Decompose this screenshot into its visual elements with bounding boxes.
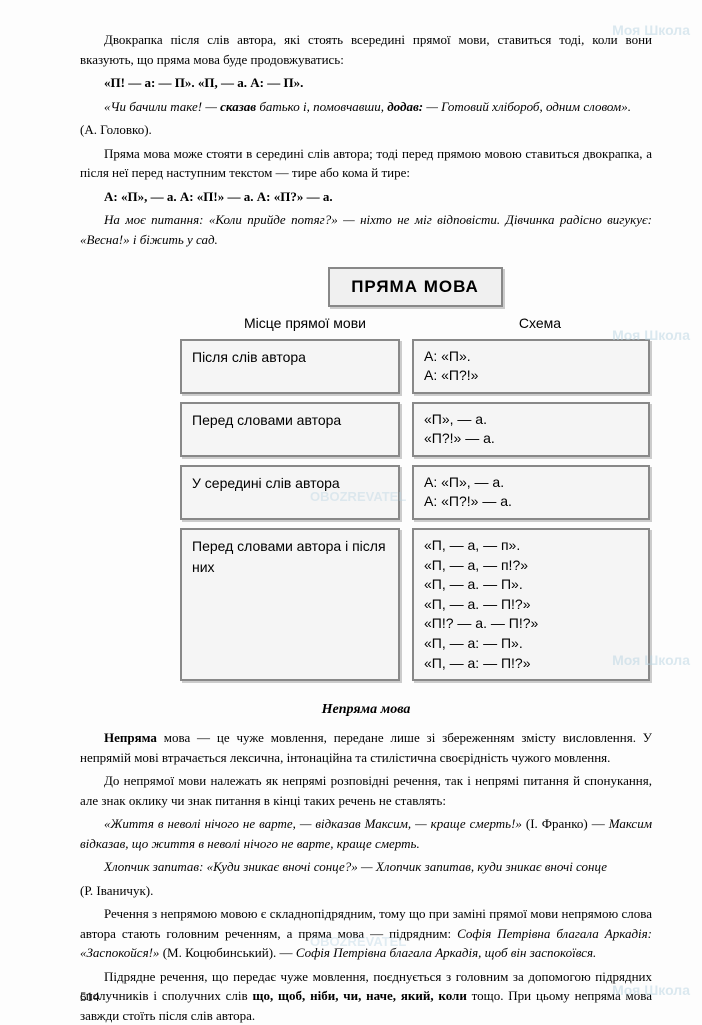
diagram-cell-scheme: «П, — а, — п». «П, — а, — п!?» «П, — а. …	[412, 528, 650, 681]
formula-line: А: «П», — а. А: «П!» — а. А: «П?» — а.	[80, 187, 652, 207]
diagram-title: ПРЯМА МОВА	[328, 267, 503, 307]
diagram-row: Перед словами автора і після них «П, — а…	[180, 528, 650, 681]
author-ref: (Р. Іваничук).	[80, 881, 652, 901]
paragraph: Речення з непрямою мовою є складнопідряд…	[80, 904, 652, 963]
diagram-cell-scheme: А: «П». А: «П?!»	[412, 339, 650, 394]
example-line: «Життя в неволі нічого не варте, — відка…	[80, 814, 652, 853]
example-line: Хлопчик запитав: «Куди зникає вночі сонц…	[80, 857, 652, 877]
example-line: «Чи бачили таке! — сказав батько і, помо…	[80, 97, 652, 117]
diagram-cell-scheme: А: «П», — а. А: «П?!» — а.	[412, 465, 650, 520]
diagram-row: Після слів автора А: «П». А: «П?!»	[180, 339, 650, 394]
formula-line: «П! — а: — П». «П, — а. А: — П».	[80, 73, 652, 93]
diagram-cell-position: Перед словами автора і після них	[180, 528, 400, 681]
author-ref: (А. Головко).	[80, 120, 652, 140]
diagram-cell-position: Перед словами автора	[180, 402, 400, 457]
section-title: Непряма мова	[80, 699, 652, 720]
diagram-row: У середині слів автора А: «П», — а. А: «…	[180, 465, 650, 520]
diagram-direct-speech: ПРЯМА МОВА Місце прямої мови Схема Після…	[180, 267, 650, 681]
diagram-cell-scheme: «П», — а. «П?!» — а.	[412, 402, 650, 457]
paragraph: Пряма мова може стояти в середині слів а…	[80, 144, 652, 183]
diagram-cell-position: Після слів автора	[180, 339, 400, 394]
paragraph: Двокрапка після слів автора, які стоять …	[80, 30, 652, 69]
page-number: 514	[80, 987, 100, 1007]
paragraph: До непрямої мови належать як непрямі роз…	[80, 771, 652, 810]
example-line: На моє питання: «Коли прийде потяг?» — н…	[80, 210, 652, 249]
diagram-row: Перед словами автора «П», — а. «П?!» — а…	[180, 402, 650, 457]
paragraph: Непряма мова — це чуже мовлення, передан…	[80, 728, 652, 767]
diagram-header-left: Місце прямої мови	[180, 313, 430, 334]
paragraph: Підрядне речення, що передає чуже мовлен…	[80, 967, 652, 1025]
diagram-header-right: Схема	[430, 313, 650, 334]
diagram-cell-position: У середині слів автора	[180, 465, 400, 520]
